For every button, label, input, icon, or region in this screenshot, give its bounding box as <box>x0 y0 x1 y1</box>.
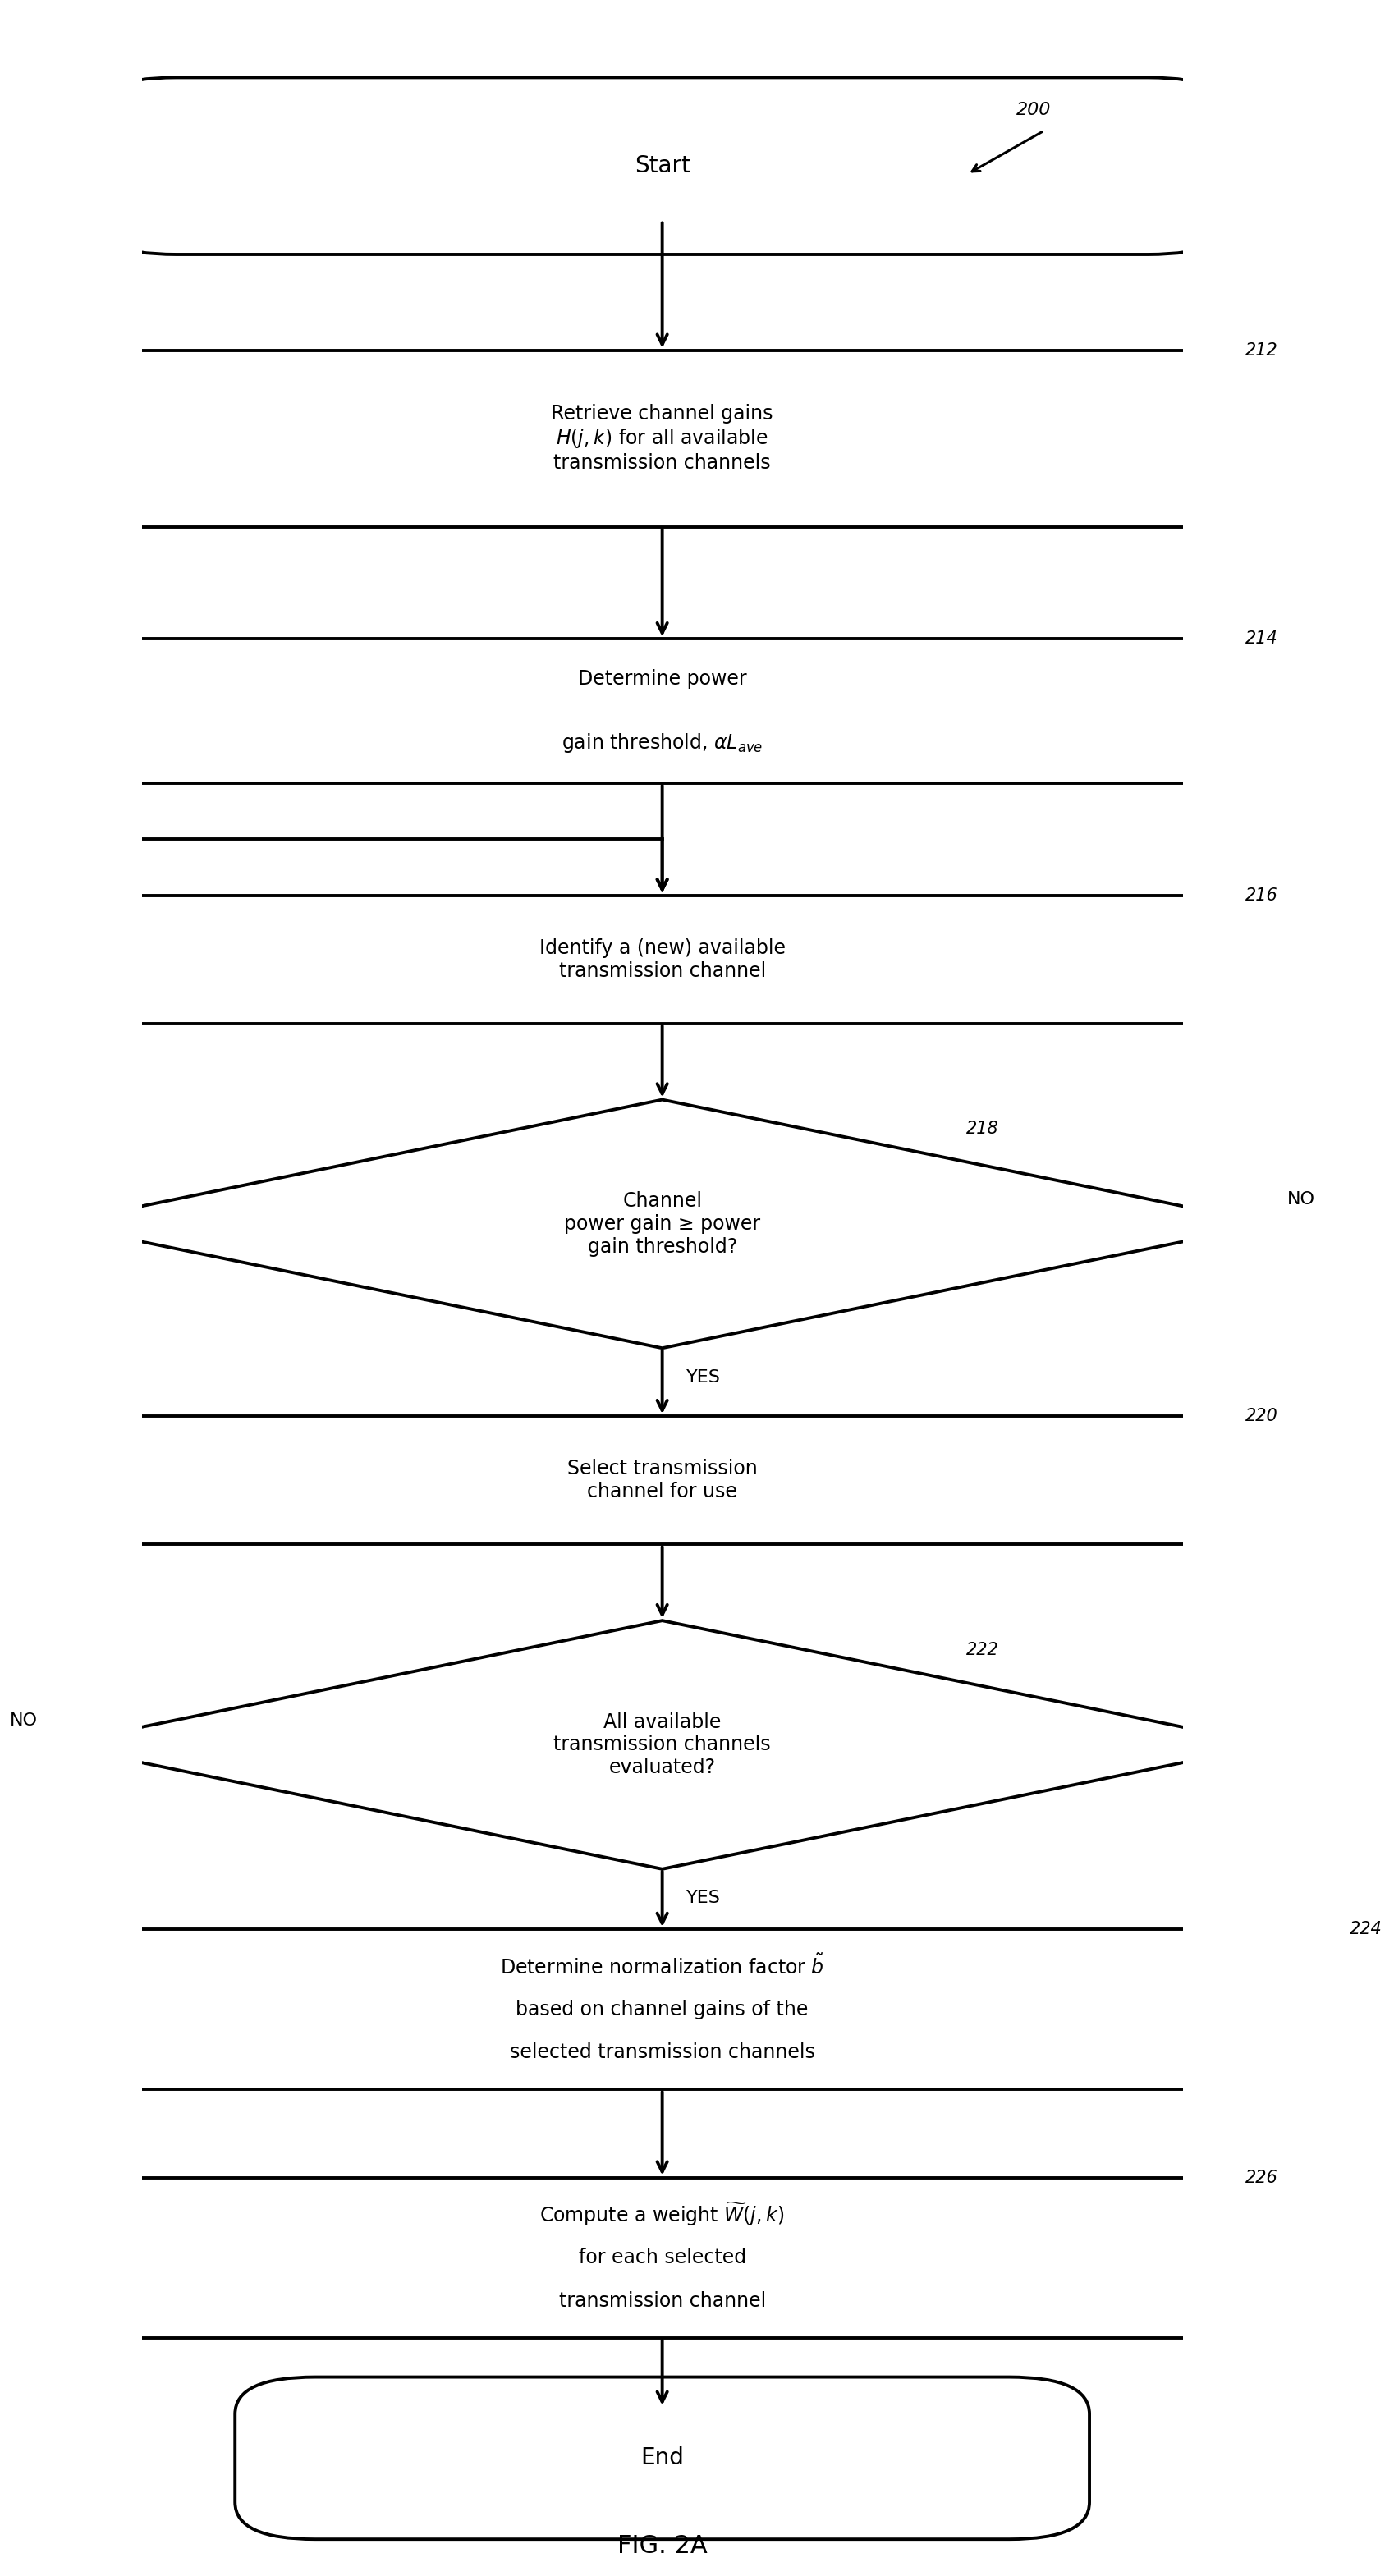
Text: Retrieve channel gains
$H(j,k)$ for all available
transmission channels: Retrieve channel gains $H(j,k)$ for all … <box>551 404 774 474</box>
Text: 222: 222 <box>966 1641 998 1659</box>
Text: End: End <box>640 2447 684 2470</box>
Text: 216: 216 <box>1245 886 1278 904</box>
Text: transmission channel: transmission channel <box>559 2290 765 2311</box>
Text: NO: NO <box>10 1713 38 1728</box>
Bar <box>107 639 1217 783</box>
Text: NO: NO <box>1287 1193 1315 1208</box>
Text: 224: 224 <box>1349 1922 1381 1937</box>
Text: Identify a (new) available
transmission channel: Identify a (new) available transmission … <box>539 938 785 981</box>
Text: 220: 220 <box>1245 1409 1278 1425</box>
Text: Compute a weight $\widetilde{W}(j,k)$: Compute a weight $\widetilde{W}(j,k)$ <box>539 2200 785 2228</box>
Text: 218: 218 <box>966 1121 998 1136</box>
Text: based on channel gains of the: based on channel gains of the <box>516 1999 809 2020</box>
Text: gain threshold, $\alpha L_{ave}$: gain threshold, $\alpha L_{ave}$ <box>562 732 763 755</box>
Text: 214: 214 <box>1245 631 1278 647</box>
Text: Determine power: Determine power <box>579 670 747 688</box>
Bar <box>3 1929 1322 2089</box>
Text: Start: Start <box>634 155 690 178</box>
Text: 212: 212 <box>1245 343 1278 358</box>
Text: YES: YES <box>687 1368 721 1386</box>
Text: for each selected: for each selected <box>579 2249 746 2267</box>
Text: 226: 226 <box>1245 2169 1278 2187</box>
Text: Determine normalization factor $\tilde{b}$: Determine normalization factor $\tilde{b… <box>500 1953 824 1978</box>
Text: All available
transmission channels
evaluated?: All available transmission channels eval… <box>553 1713 771 1777</box>
Text: Select transmission
channel for use: Select transmission channel for use <box>567 1458 757 1502</box>
Bar <box>107 350 1217 526</box>
Bar <box>107 1417 1217 1546</box>
Bar <box>107 896 1217 1023</box>
Text: YES: YES <box>687 1891 721 1906</box>
FancyBboxPatch shape <box>236 2378 1090 2540</box>
Bar <box>107 2177 1217 2339</box>
Text: FIG. 2A: FIG. 2A <box>618 2535 707 2558</box>
Polygon shape <box>54 1100 1270 1347</box>
Text: selected transmission channels: selected transmission channels <box>510 2043 815 2063</box>
Text: 200: 200 <box>1016 100 1051 118</box>
Text: Channel
power gain ≥ power
gain threshold?: Channel power gain ≥ power gain threshol… <box>565 1190 760 1257</box>
Polygon shape <box>54 1620 1270 1870</box>
FancyBboxPatch shape <box>89 77 1235 255</box>
